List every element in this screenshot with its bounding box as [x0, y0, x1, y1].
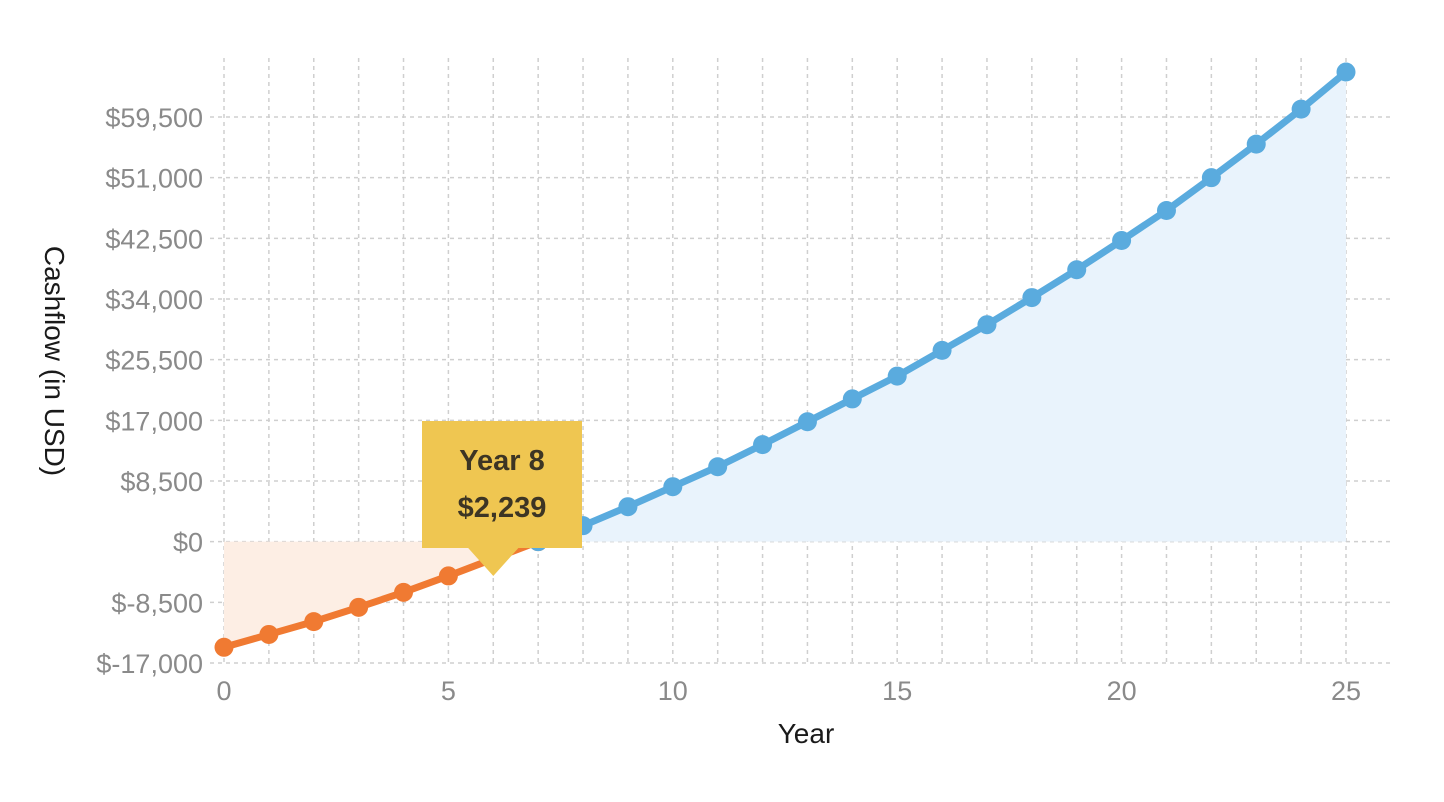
y-tick-label: $59,500 [105, 103, 203, 133]
data-point[interactable] [438, 566, 458, 586]
data-point[interactable] [1112, 230, 1132, 250]
y-tick-label: $-8,500 [111, 588, 203, 618]
x-tick-label: 0 [216, 676, 231, 706]
x-tick-label: 15 [882, 676, 912, 706]
data-point[interactable] [708, 457, 728, 477]
y-tick-label: $-17,000 [96, 649, 203, 679]
x-tick-label: 10 [658, 676, 688, 706]
y-tick-label: $0 [173, 528, 203, 558]
x-tick-label: 20 [1107, 676, 1137, 706]
tooltip-value: $2,239 [458, 492, 547, 524]
data-point[interactable] [349, 597, 369, 617]
tooltip-pointer [467, 547, 520, 576]
data-point[interactable] [304, 612, 324, 632]
data-point[interactable] [1246, 134, 1266, 154]
y-tick-label: $25,500 [105, 346, 203, 376]
data-point[interactable] [214, 637, 234, 657]
y-tick-label: $42,500 [105, 224, 203, 254]
y-axis-ticks: $-17,000 $-8,500 $0 $8,500 $17,000 $25,500 $34… [96, 103, 203, 679]
x-axis-title: Year [778, 718, 835, 749]
area-fills [224, 72, 1346, 648]
data-point[interactable] [842, 389, 862, 409]
data-point[interactable] [932, 340, 952, 360]
data-point[interactable] [1291, 99, 1311, 119]
x-axis-ticks: 0 5 10 15 20 25 [216, 676, 1361, 706]
y-axis-title: Cashflow (in USD) [39, 246, 70, 476]
data-point[interactable] [1156, 200, 1176, 220]
data-point[interactable] [753, 435, 773, 455]
y-tick-label: $8,500 [120, 467, 203, 497]
data-point[interactable] [1067, 260, 1087, 280]
data-point[interactable] [1022, 288, 1042, 308]
data-point[interactable] [1201, 168, 1221, 188]
y-tick-label: $34,000 [105, 285, 203, 315]
data-point[interactable] [797, 412, 817, 432]
data-point[interactable] [394, 582, 414, 602]
data-point[interactable] [887, 366, 907, 386]
data-point[interactable] [977, 315, 997, 335]
data-point[interactable] [1336, 62, 1356, 82]
y-tick-label: $17,000 [105, 406, 203, 436]
data-point[interactable] [663, 477, 683, 497]
tooltip-title: Year 8 [459, 445, 544, 477]
tooltip-box [422, 421, 582, 548]
x-tick-label: 5 [441, 676, 456, 706]
data-point[interactable] [618, 497, 638, 517]
series-area [538, 72, 1346, 542]
tooltip: Year 8 $2,239 [422, 421, 582, 576]
y-tick-label: $51,000 [105, 164, 203, 194]
x-tick-label: 25 [1331, 676, 1361, 706]
data-point[interactable] [259, 624, 279, 644]
